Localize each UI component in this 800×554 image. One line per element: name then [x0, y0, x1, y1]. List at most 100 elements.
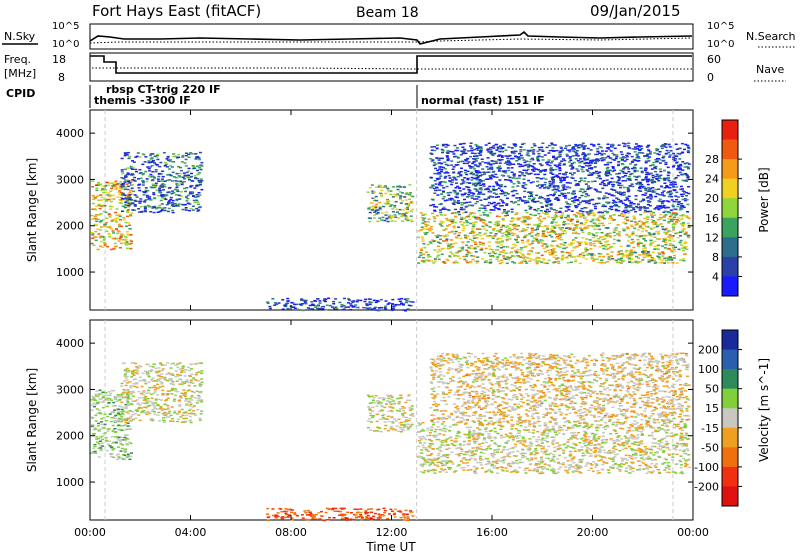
range-gate-cell [487, 168, 490, 170]
range-gate-cell [436, 236, 439, 238]
range-gate-cell [183, 208, 187, 211]
range-gate-cell [168, 179, 172, 181]
range-gate-cell [504, 258, 508, 260]
range-gate-cell [570, 249, 574, 252]
range-gate-cell [158, 187, 161, 190]
range-gate-cell [613, 189, 617, 191]
range-gate-cell [542, 247, 546, 250]
range-gate-cell [471, 195, 474, 197]
range-gate-cell [654, 195, 658, 198]
range-gate-cell [173, 412, 177, 414]
range-gate-cell [436, 144, 439, 146]
range-gate-cell [480, 180, 483, 182]
range-gate-cell [368, 186, 372, 189]
range-gate-cell [541, 245, 545, 247]
range-gate-cell [666, 174, 670, 177]
range-gate-cell [198, 194, 202, 196]
range-gate-cell [123, 197, 127, 200]
range-gate-cell [421, 240, 425, 242]
range-gate-cell [524, 184, 528, 186]
range-gate-cell [564, 232, 567, 234]
range-gate-cell [530, 227, 534, 230]
range-gate-cell [587, 232, 591, 234]
range-gate-cell [607, 258, 611, 260]
range-gate-cell [451, 202, 455, 205]
range-gate-cell [535, 194, 539, 197]
range-gate-cell [630, 253, 634, 255]
range-gate-cell [91, 234, 95, 236]
range-gate-cell [613, 234, 617, 237]
range-gate-cell [605, 201, 609, 203]
range-gate-cell [619, 193, 623, 196]
range-gate-cell [327, 297, 331, 299]
range-gate-cell [680, 152, 684, 154]
range-gate-cell [417, 230, 421, 232]
range-gate-cell [467, 195, 471, 197]
range-gate-cell [511, 234, 515, 236]
range-gate-cell [627, 205, 630, 207]
range-gate-cell [124, 384, 128, 387]
range-gate-cell [157, 411, 161, 414]
range-gate-cell [352, 305, 356, 308]
range-gate-cell [453, 255, 456, 257]
range-gate-cell [129, 415, 133, 418]
range-gate-cell [543, 173, 547, 176]
range-gate-cell [100, 220, 103, 222]
range-gate-cell [478, 179, 482, 181]
range-gate-cell [534, 260, 538, 262]
range-gate-cell [115, 421, 118, 423]
range-gate-cell [452, 176, 456, 178]
range-gate-cell [292, 306, 296, 308]
range-gate-cell [104, 184, 108, 187]
range-gate-cell [458, 257, 462, 260]
range-gate-cell [601, 216, 605, 218]
range-gate-cell [380, 189, 384, 192]
range-gate-cell [555, 258, 559, 260]
range-gate-cell [544, 225, 548, 227]
range-gate-cell [118, 440, 122, 443]
range-gate-cell [537, 217, 541, 219]
range-gate-cell [145, 196, 149, 198]
range-gate-cell [187, 409, 191, 412]
range-gate-cell [128, 410, 132, 412]
range-gate-cell [515, 197, 519, 199]
range-gate-cell [198, 164, 202, 167]
range-gate-cell [178, 378, 181, 380]
range-gate-cell [392, 305, 396, 308]
range-gate-cell [602, 247, 606, 250]
range-gate-cell [445, 199, 449, 201]
range-gate-cell [406, 208, 409, 210]
range-gate-cell [552, 156, 555, 159]
range-gate-cell [146, 189, 150, 192]
range-gate-cell [304, 299, 308, 302]
range-gate-cell [592, 171, 596, 174]
range-gate-cell [517, 157, 521, 159]
range-gate-cell [554, 221, 558, 224]
range-gate-cell [626, 186, 630, 189]
range-gate-cell [118, 247, 122, 249]
range-gate-cell [148, 195, 152, 198]
range-gate-cell [152, 193, 156, 196]
range-gate-cell [523, 220, 527, 223]
range-gate-cell [642, 245, 646, 247]
range-gate-cell [660, 144, 664, 147]
range-gate-cell [636, 145, 640, 148]
range-gate-cell [393, 206, 397, 209]
range-gate-cell [187, 384, 191, 387]
range-gate-cell [121, 193, 125, 196]
range-gate-cell [554, 168, 558, 171]
range-gate-cell [587, 181, 591, 183]
range-gate-cell [561, 257, 565, 260]
range-gate-cell [164, 198, 168, 201]
range-gate-cell [295, 303, 299, 306]
range-gate-cell [442, 235, 446, 237]
range-gate-cell [567, 209, 571, 211]
range-gate-cell [655, 178, 659, 180]
range-gate-cell [647, 149, 651, 152]
range-gate-cell [451, 179, 455, 181]
range-gate-cell [667, 218, 671, 220]
range-gate-cell [534, 229, 538, 231]
range-gate-cell [664, 259, 668, 262]
range-gate-cell [159, 406, 163, 409]
range-gate-cell [521, 174, 525, 176]
